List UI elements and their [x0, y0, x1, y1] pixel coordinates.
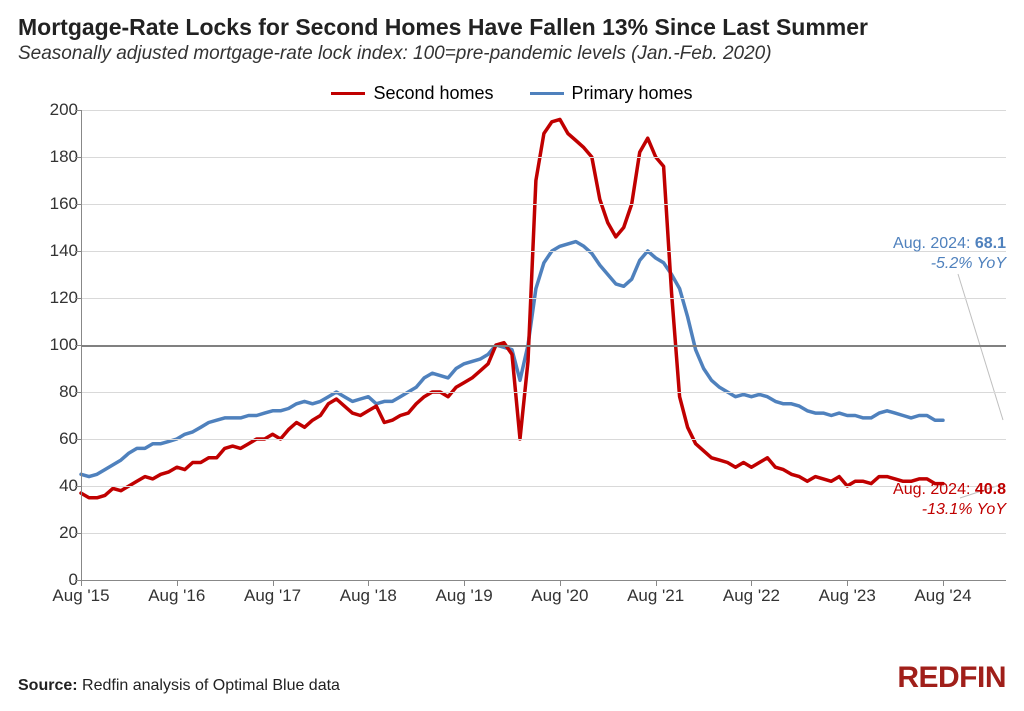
- legend: Second homes Primary homes: [18, 83, 1006, 104]
- gridline: [81, 204, 1006, 205]
- brand-logo: REDFIN: [897, 661, 1006, 695]
- y-axis-label: 20: [28, 523, 78, 543]
- callout-leader: [958, 274, 1003, 420]
- gridline: [81, 533, 1006, 534]
- x-axis-label: Aug '15: [52, 586, 109, 606]
- gridline: [81, 486, 1006, 487]
- gridline: [81, 392, 1006, 393]
- x-axis: [81, 580, 1006, 581]
- legend-label-primary-homes: Primary homes: [572, 83, 693, 104]
- x-axis-label: Aug '22: [723, 586, 780, 606]
- y-axis-label: 80: [28, 382, 78, 402]
- y-axis-label: 140: [28, 241, 78, 261]
- x-axis-label: Aug '24: [914, 586, 971, 606]
- x-axis-label: Aug '17: [244, 586, 301, 606]
- footer-row: Source: Redfin analysis of Optimal Blue …: [18, 661, 1006, 695]
- x-axis-label: Aug '18: [340, 586, 397, 606]
- gridline: [81, 439, 1006, 440]
- gridline: [81, 298, 1006, 299]
- y-axis-label: 100: [28, 335, 78, 355]
- line-second-homes: [81, 119, 943, 497]
- chart-area: 020406080100120140160180200Aug '15Aug '1…: [18, 110, 1006, 580]
- gridline: [81, 110, 1006, 111]
- legend-swatch-second-homes: [331, 92, 365, 96]
- chart-subtitle: Seasonally adjusted mortgage-rate lock i…: [18, 43, 1006, 65]
- y-axis-label: 180: [28, 147, 78, 167]
- legend-item-primary-homes: Primary homes: [530, 83, 693, 104]
- legend-item-second-homes: Second homes: [331, 83, 493, 104]
- source-text: Source: Redfin analysis of Optimal Blue …: [18, 677, 340, 695]
- x-axis-label: Aug '23: [819, 586, 876, 606]
- y-axis-label: 160: [28, 194, 78, 214]
- gridline: [81, 251, 1006, 252]
- callout-second-homes: Aug. 2024: 40.8-13.1% YoY: [893, 480, 1006, 520]
- legend-swatch-primary-homes: [530, 92, 564, 96]
- y-axis-label: 120: [28, 288, 78, 308]
- reference-line-100: [81, 345, 1006, 347]
- y-axis-label: 40: [28, 476, 78, 496]
- x-axis-label: Aug '19: [436, 586, 493, 606]
- y-axis-label: 200: [28, 100, 78, 120]
- callout-primary-homes: Aug. 2024: 68.1-5.2% YoY: [893, 234, 1006, 274]
- gridline: [81, 157, 1006, 158]
- chart-title: Mortgage-Rate Locks for Second Homes Hav…: [18, 14, 1006, 41]
- x-axis-label: Aug '16: [148, 586, 205, 606]
- legend-label-second-homes: Second homes: [373, 83, 493, 104]
- x-axis-label: Aug '21: [627, 586, 684, 606]
- y-axis-label: 60: [28, 429, 78, 449]
- x-axis-label: Aug '20: [531, 586, 588, 606]
